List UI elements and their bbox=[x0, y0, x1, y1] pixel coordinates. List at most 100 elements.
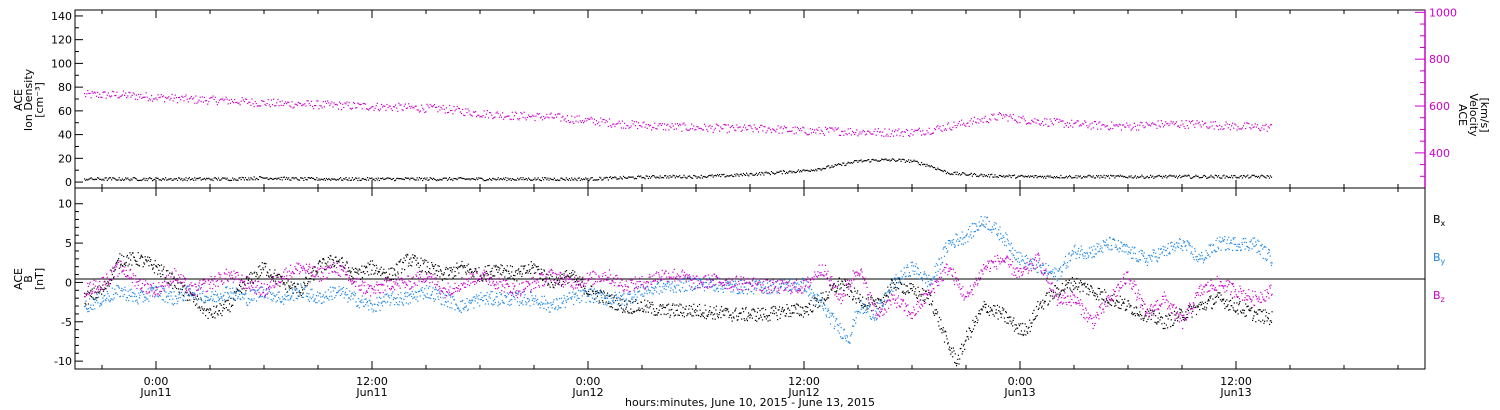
bx-point bbox=[673, 315, 675, 317]
bx-point bbox=[157, 273, 159, 275]
bx-point bbox=[232, 304, 234, 306]
velocity-point bbox=[1200, 126, 1202, 128]
bx-point bbox=[772, 305, 774, 308]
density-point bbox=[563, 178, 565, 181]
velocity-point bbox=[494, 116, 496, 118]
velocity-point bbox=[722, 128, 724, 130]
density-point bbox=[1270, 176, 1273, 178]
bx-point bbox=[1066, 287, 1068, 289]
panel1-data bbox=[84, 90, 1273, 182]
density-point bbox=[106, 179, 108, 181]
bx-point bbox=[686, 315, 688, 317]
bx-point bbox=[606, 292, 609, 294]
density-point bbox=[894, 159, 896, 161]
velocity-point bbox=[668, 129, 670, 131]
velocity-point bbox=[334, 104, 336, 106]
bx-point bbox=[710, 313, 712, 315]
bx-point bbox=[761, 308, 763, 310]
by-point bbox=[434, 289, 436, 291]
velocity-point bbox=[1056, 118, 1058, 120]
by-point bbox=[452, 295, 454, 297]
bx-point bbox=[84, 292, 86, 294]
density-point bbox=[843, 162, 845, 164]
velocity-point bbox=[1076, 120, 1078, 122]
bx-point bbox=[589, 293, 591, 295]
density-point bbox=[505, 177, 507, 179]
density-point bbox=[547, 177, 549, 179]
velocity-point bbox=[927, 132, 929, 134]
density-point bbox=[481, 177, 483, 180]
velocity-point bbox=[956, 124, 958, 127]
velocity-point bbox=[162, 95, 164, 97]
bx-point bbox=[514, 271, 517, 273]
density-point bbox=[1048, 176, 1050, 178]
density-point bbox=[818, 168, 820, 170]
bx-point bbox=[906, 291, 908, 293]
bx-point bbox=[530, 261, 532, 263]
by-point bbox=[550, 304, 552, 306]
bx-point bbox=[363, 265, 365, 267]
bx-point bbox=[546, 277, 548, 279]
velocity-point bbox=[837, 127, 839, 129]
bx-point bbox=[230, 305, 232, 308]
density-point bbox=[633, 178, 635, 180]
density-point bbox=[108, 177, 110, 179]
velocity-point bbox=[678, 125, 680, 127]
bx-point bbox=[635, 299, 637, 301]
bx-point bbox=[851, 291, 853, 293]
bx-point bbox=[744, 319, 746, 322]
velocity-point bbox=[361, 108, 363, 110]
bx-point bbox=[189, 291, 191, 293]
bx-point bbox=[846, 286, 848, 289]
by-point bbox=[411, 295, 413, 298]
velocity-point bbox=[810, 132, 812, 134]
bx-point bbox=[1192, 310, 1194, 312]
velocity-point bbox=[924, 134, 926, 136]
density-point bbox=[999, 175, 1001, 177]
bx-point bbox=[1107, 301, 1109, 303]
velocity-point bbox=[697, 126, 699, 128]
bx-point bbox=[416, 264, 418, 266]
velocity-point bbox=[1214, 121, 1216, 123]
bx-point bbox=[1076, 277, 1078, 280]
density-point bbox=[821, 168, 823, 170]
velocity-point bbox=[595, 120, 598, 122]
by-point bbox=[548, 302, 550, 305]
by-point bbox=[357, 304, 359, 306]
bx-point bbox=[984, 303, 986, 306]
bx-point bbox=[961, 343, 963, 345]
bx-point bbox=[814, 305, 816, 307]
bx-point bbox=[1126, 309, 1128, 311]
bx-point bbox=[113, 277, 115, 279]
by-point bbox=[374, 303, 376, 305]
bx-point bbox=[1100, 291, 1102, 293]
bx-point bbox=[837, 280, 839, 282]
density-point bbox=[1036, 177, 1038, 179]
density-point bbox=[159, 179, 161, 181]
density-point bbox=[389, 177, 391, 179]
density-point bbox=[927, 165, 929, 167]
density-point bbox=[1111, 175, 1113, 177]
velocity-point bbox=[587, 118, 589, 120]
by-point bbox=[174, 302, 176, 305]
velocity-point bbox=[279, 101, 281, 103]
density-point bbox=[1117, 175, 1119, 177]
by-point bbox=[607, 295, 609, 297]
velocity-point bbox=[834, 127, 836, 129]
velocity-point bbox=[597, 123, 599, 125]
bx-point bbox=[327, 261, 329, 263]
density-point bbox=[178, 177, 180, 179]
density-point bbox=[867, 159, 869, 161]
velocity-point bbox=[847, 128, 849, 130]
bx-point bbox=[1211, 308, 1213, 310]
velocity-point bbox=[316, 100, 318, 102]
by-point bbox=[349, 290, 351, 292]
density-point bbox=[772, 172, 774, 174]
bx-point bbox=[308, 278, 311, 280]
density-point bbox=[540, 180, 542, 182]
bx-point bbox=[1032, 319, 1034, 321]
velocity-point bbox=[674, 123, 676, 125]
by-point bbox=[603, 297, 605, 299]
by-point bbox=[145, 296, 147, 298]
velocity-point bbox=[453, 106, 455, 108]
